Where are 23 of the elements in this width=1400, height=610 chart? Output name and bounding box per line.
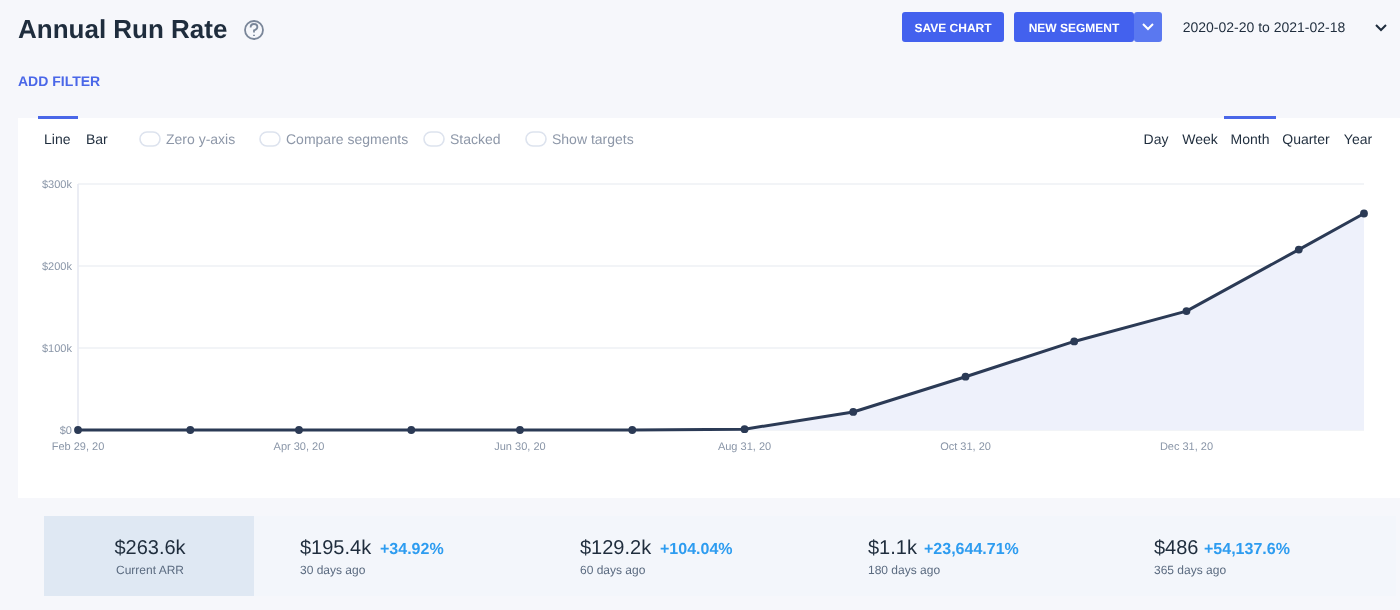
text: +34.92% — [380, 540, 444, 558]
point — [407, 426, 416, 434]
point — [516, 426, 524, 434]
point — [1294, 245, 1303, 254]
chart-title: Annual Run Rate — [18, 14, 228, 44]
text: +54,137.6% — [1204, 540, 1290, 558]
text: +104.04% — [660, 540, 733, 558]
text: $263.6k — [114, 538, 188, 560]
point — [961, 372, 970, 381]
text: $195.4k — [300, 538, 374, 560]
text: $129.2k — [580, 538, 654, 560]
text: $486 — [1154, 538, 1200, 560]
point — [1070, 337, 1079, 346]
point — [74, 426, 82, 434]
point — [740, 425, 749, 434]
text: $1.1k — [868, 538, 919, 560]
text: +23,644.71% — [924, 540, 1019, 558]
point — [628, 426, 637, 434]
point — [849, 408, 858, 416]
point — [186, 426, 195, 434]
point — [1360, 209, 1368, 218]
point — [295, 426, 303, 434]
point — [1182, 307, 1191, 315]
